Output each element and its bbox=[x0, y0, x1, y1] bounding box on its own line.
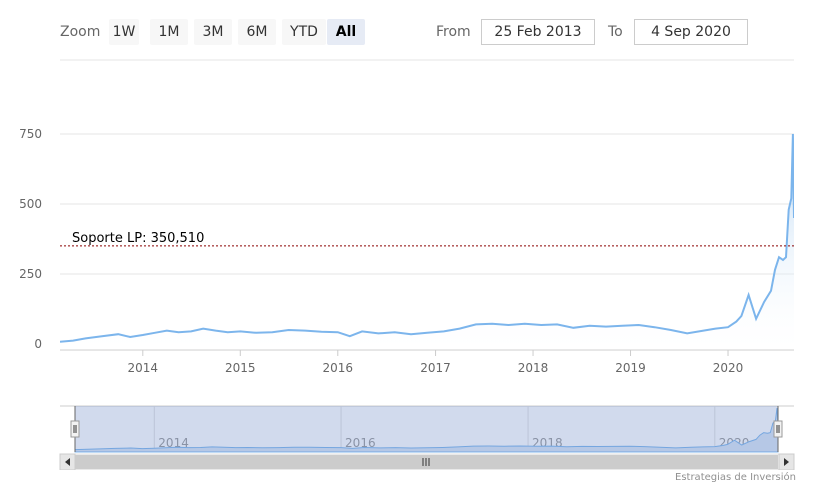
scrollbar[interactable] bbox=[59, 453, 795, 470]
chart-credit[interactable]: Estrategias de Inversión bbox=[675, 472, 796, 483]
y-tick-label: 750 bbox=[19, 127, 42, 141]
navigator-tick-label: 2016 bbox=[345, 436, 376, 450]
range-selector: Zoom 1W 1M 3M 6M YTD All From 25 Feb 2013 To … bbox=[0, 0, 818, 60]
zoom-label: Zoom bbox=[60, 24, 101, 40]
zoom-button-1m[interactable]: 1M bbox=[150, 19, 188, 45]
y-axis: 0 250 500 750 bbox=[19, 127, 42, 351]
scrollbar-grip-icon bbox=[422, 458, 430, 466]
zoom-button-6m[interactable]: 6M bbox=[238, 19, 276, 45]
x-tick-label: 2015 bbox=[225, 361, 256, 375]
from-label: From bbox=[436, 24, 471, 40]
x-tick-label: 2014 bbox=[128, 361, 159, 375]
series-line bbox=[60, 133, 794, 343]
x-tick-label: 2020 bbox=[713, 361, 744, 375]
x-tick-label: 2016 bbox=[323, 361, 354, 375]
zoom-button-3m[interactable]: 3M bbox=[194, 19, 232, 45]
to-label: To bbox=[608, 24, 623, 40]
navigator-series bbox=[74, 407, 779, 453]
zoom-button-ytd[interactable]: YTD bbox=[282, 19, 326, 45]
y-tick-label: 0 bbox=[34, 337, 42, 351]
zoom-button-1w[interactable]: 1W bbox=[109, 19, 139, 45]
scroll-left-arrow[interactable] bbox=[59, 453, 76, 470]
x-tick-label: 2017 bbox=[420, 361, 451, 375]
scroll-right-arrow[interactable] bbox=[778, 453, 795, 470]
x-tick-label: 2019 bbox=[615, 361, 646, 375]
y-tick-label: 250 bbox=[19, 267, 42, 281]
x-axis: 2014 2015 2016 2017 2018 2019 2020 bbox=[128, 350, 744, 375]
navigator-handle-right[interactable] bbox=[773, 420, 783, 438]
support-label: Soporte LP: 350,510 bbox=[72, 231, 204, 246]
navigator[interactable]: 2014201620182020 bbox=[60, 405, 794, 453]
navigator-selection[interactable] bbox=[75, 406, 778, 452]
y-tick-label: 500 bbox=[19, 197, 42, 211]
grid-lines bbox=[60, 59, 794, 351]
zoom-button-all[interactable]: All bbox=[327, 19, 365, 45]
navigator-axis: 2014201620182020 bbox=[153, 406, 749, 452]
x-tick-label: 2018 bbox=[518, 361, 549, 375]
to-date-input[interactable]: 4 Sep 2020 bbox=[634, 19, 748, 45]
navigator-handle-left[interactable] bbox=[70, 420, 80, 438]
navigator-tick-label: 2014 bbox=[158, 436, 189, 450]
from-date-input[interactable]: 25 Feb 2013 bbox=[481, 19, 595, 45]
